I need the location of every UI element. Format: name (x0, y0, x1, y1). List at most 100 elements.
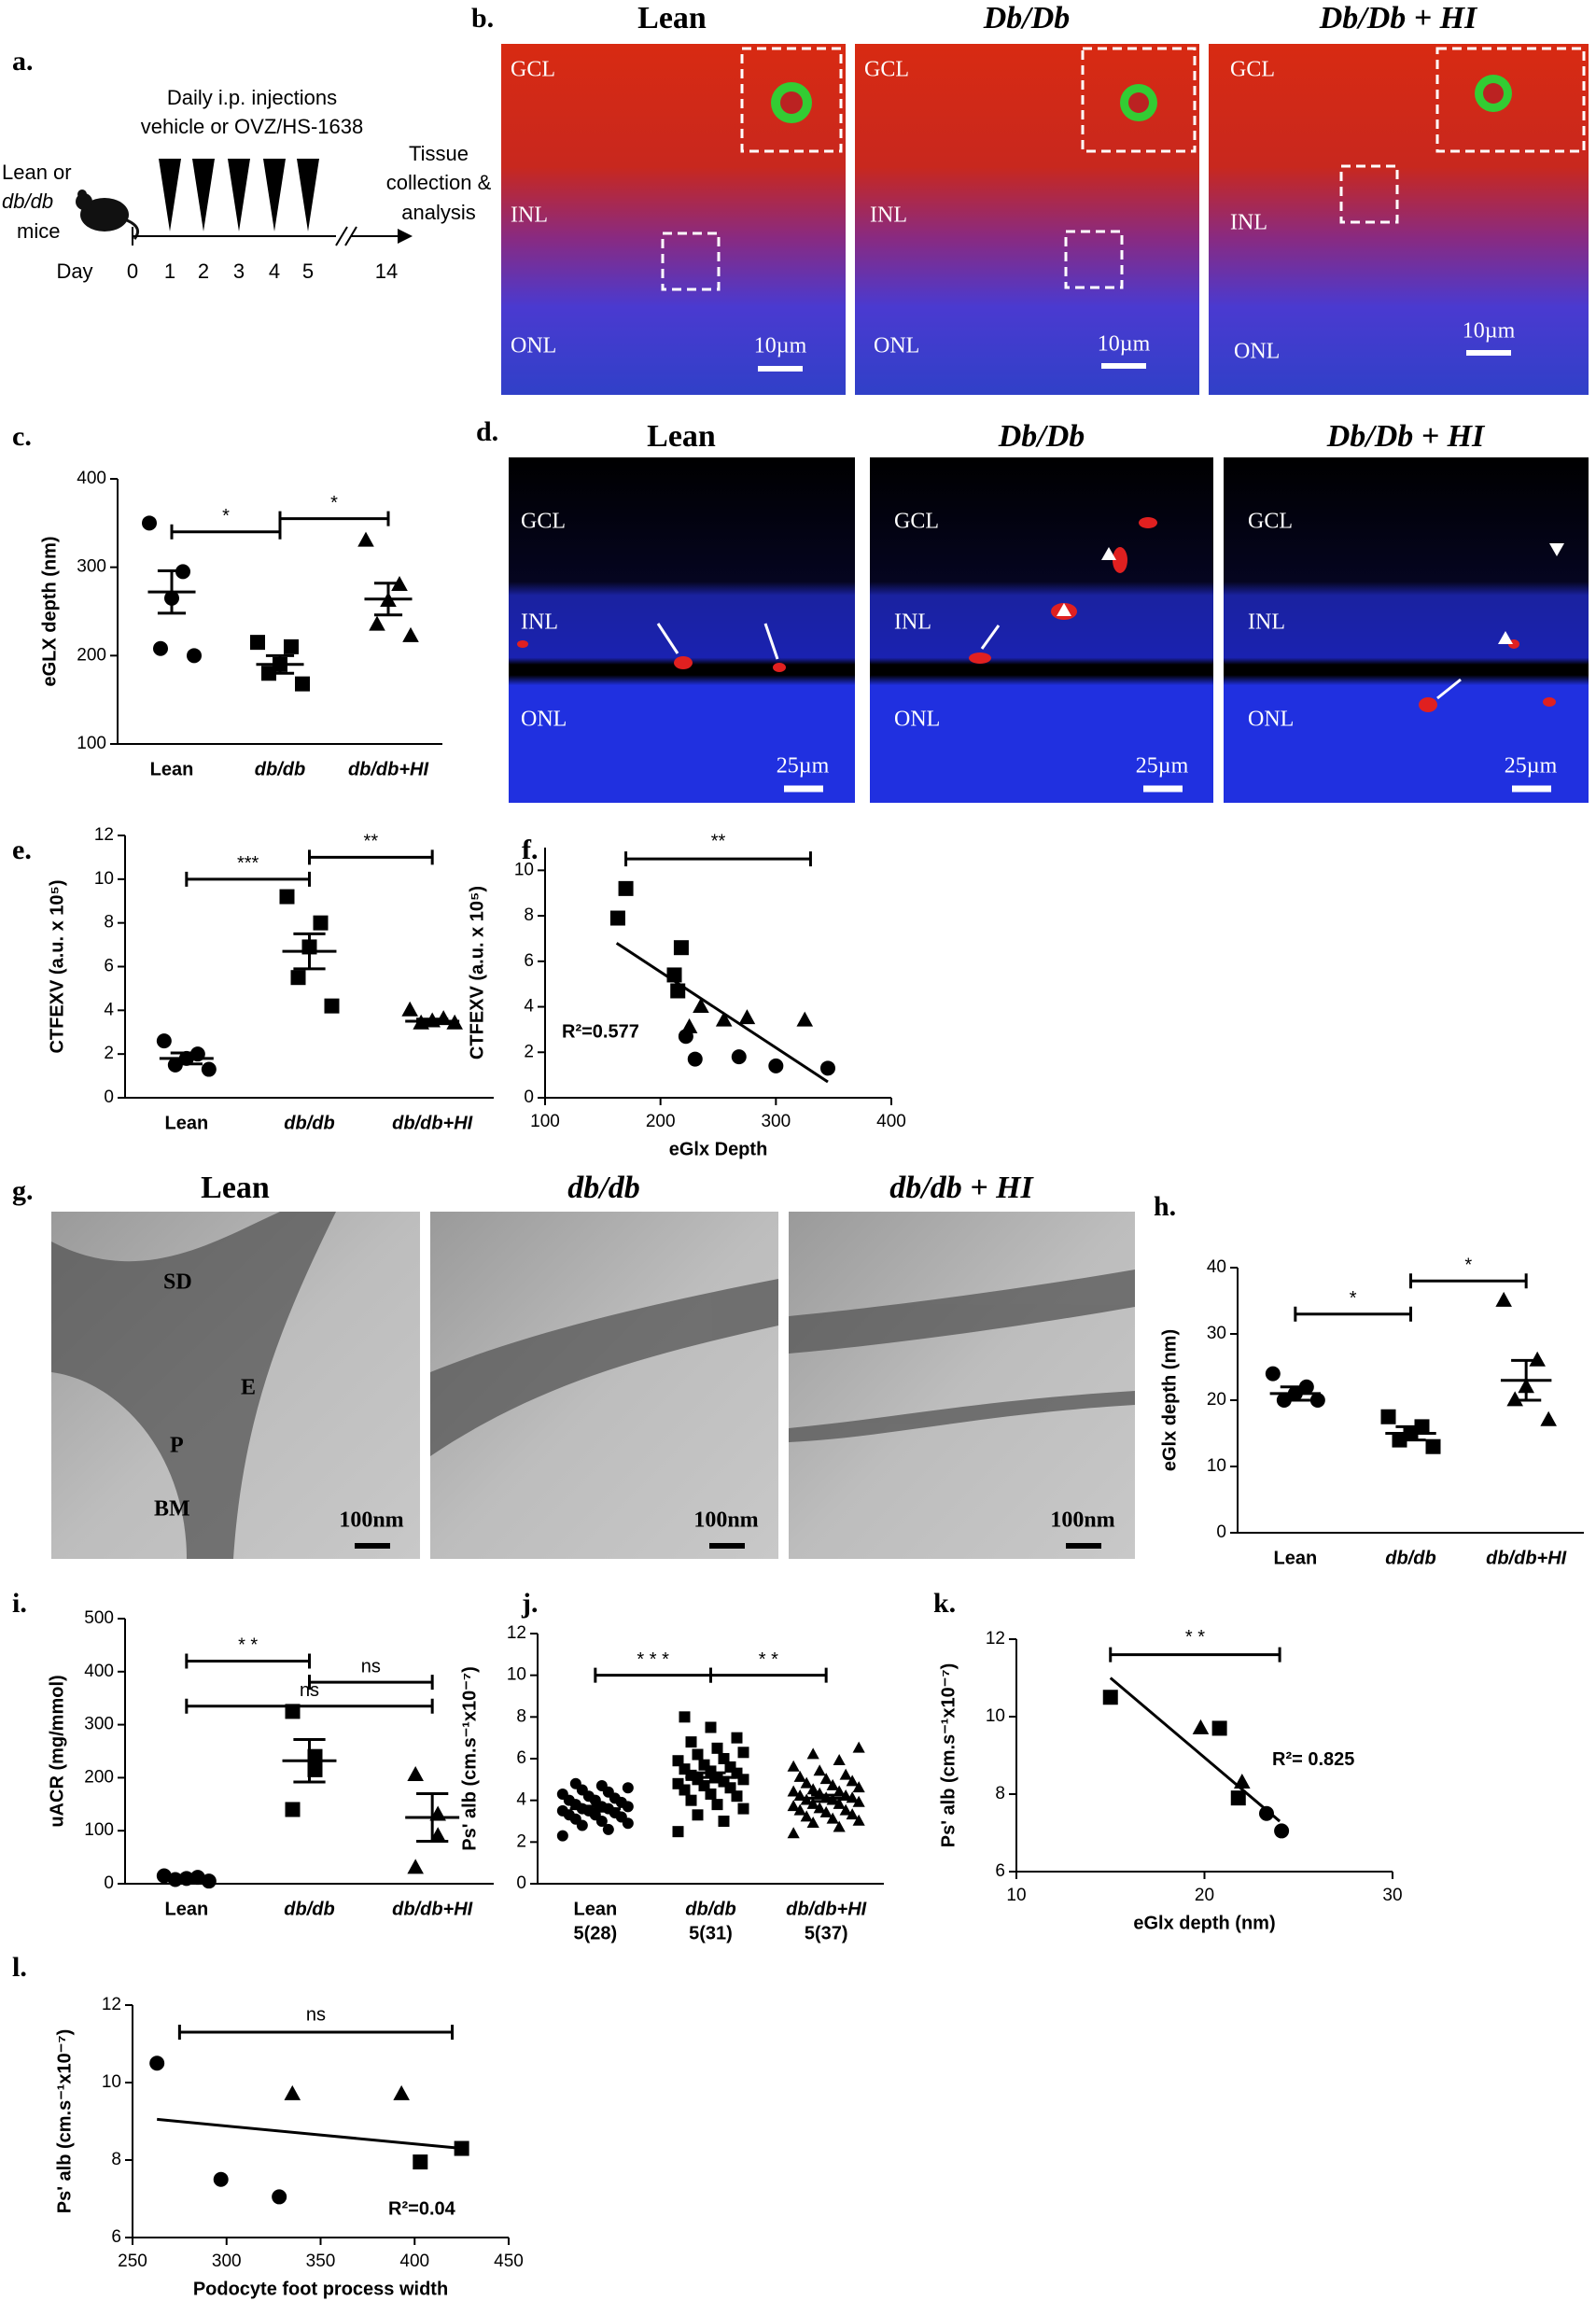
x-tick-label: 20 (1195, 1886, 1214, 1905)
sem-bar (695, 1771, 726, 1784)
point (556, 1788, 568, 1800)
significance-label: * * (1185, 1627, 1205, 1648)
x-tick-label: 10 (1006, 1886, 1026, 1905)
point (324, 998, 340, 1014)
timeline-arrow (398, 229, 413, 244)
y-tick-label: 8 (111, 2150, 121, 2169)
micrograph (1224, 457, 1589, 803)
x-tick-label: db/db+HI (1486, 1548, 1567, 1568)
point (800, 1776, 813, 1789)
point (393, 2084, 410, 2100)
scale-label: 100nm (339, 1508, 403, 1533)
x-tick-label: 400 (876, 1112, 906, 1131)
timeline (132, 226, 398, 246)
y-tick-label: 10 (94, 869, 114, 889)
point (429, 1827, 446, 1843)
point (687, 1051, 703, 1067)
y-tick-label: 12 (102, 1995, 121, 2014)
x-axis-label: eGlx Depth (669, 1139, 768, 1159)
point (618, 880, 634, 896)
point (672, 1826, 684, 1838)
point (813, 1764, 826, 1776)
scale-label: 100nm (1050, 1508, 1114, 1533)
panel-letter: a. (12, 46, 34, 77)
sem-bar (265, 653, 295, 675)
y-tick-label: 8 (995, 1784, 1005, 1803)
point (806, 1817, 819, 1829)
point (692, 1809, 704, 1821)
point (705, 1721, 717, 1733)
point (187, 648, 202, 664)
outcome-label: collection & (386, 171, 492, 194)
point (693, 997, 709, 1013)
significance-bracket (185, 1698, 434, 1714)
point (787, 1785, 800, 1797)
y-tick-label: 400 (84, 1662, 114, 1681)
point (680, 1017, 698, 1033)
significance-bracket (594, 1667, 712, 1683)
significance-bracket (308, 849, 434, 865)
point (313, 915, 329, 931)
mouse-icon (76, 189, 140, 240)
layer-label: GCL (1248, 510, 1293, 534)
point (201, 1873, 217, 1889)
image-title: Db/Db (983, 1, 1071, 35)
y-tick-label: 300 (77, 557, 106, 577)
point (737, 1803, 749, 1815)
scale-label: 25µm (1136, 754, 1189, 779)
panel-letter: e. (12, 835, 32, 865)
layer-label: INL (870, 203, 907, 228)
micrograph (870, 457, 1213, 803)
point (569, 1777, 581, 1789)
sem-bar (416, 1017, 449, 1025)
scale-label: 10µm (1098, 332, 1151, 357)
significance-bracket (624, 851, 812, 867)
x-tick-label: db/db (685, 1899, 735, 1919)
structure-label: BM (154, 1497, 190, 1522)
y-axis-label: CTFEXV (a.u. x 10⁵) (47, 879, 67, 1053)
arrowheads (1057, 543, 1564, 644)
layer-label: ONL (1234, 340, 1280, 364)
point (279, 889, 295, 905)
treatment-label: vehicle or OVZ/HS-1638 (141, 115, 363, 138)
point (285, 1802, 301, 1817)
point (731, 1732, 743, 1744)
point (819, 1060, 835, 1076)
image-title: Lean (637, 1, 707, 35)
x-axis-label: eGlx depth (nm) (1133, 1913, 1275, 1933)
group-label: Lean or (2, 161, 72, 184)
structure-label: E (241, 1376, 256, 1400)
inset-cells (780, 83, 1504, 114)
point (1192, 1719, 1210, 1734)
significance-bracket (1294, 1306, 1412, 1322)
point (806, 1797, 819, 1809)
y-tick-label: 10 (507, 1665, 526, 1685)
x-tick-label: Lean (150, 759, 194, 779)
panel-letter: h. (1154, 1191, 1176, 1222)
structure-label: SD (163, 1270, 192, 1295)
x-tick-label: 350 (306, 2252, 336, 2271)
scale-bars (758, 350, 1511, 372)
point (819, 1773, 833, 1785)
point (357, 531, 374, 547)
point (839, 1768, 852, 1780)
point (402, 626, 419, 642)
point (711, 1742, 723, 1754)
sem-bar (293, 1738, 326, 1784)
panel-letter: f. (522, 835, 539, 865)
point (685, 1736, 697, 1748)
day-tick: 0 (127, 260, 138, 283)
point (793, 1803, 806, 1816)
point (1274, 1823, 1290, 1839)
point (673, 940, 689, 956)
y-tick-label: 0 (104, 1873, 114, 1893)
y-axis-label: CTFEXV (a.u. x 10⁵) (467, 886, 487, 1059)
layer-label: INL (1248, 610, 1285, 635)
significance-label: ns (361, 1656, 381, 1677)
scale-label: 25µm (777, 754, 830, 779)
significance-bracket (709, 1667, 828, 1683)
point (738, 1009, 756, 1025)
y-tick-label: 200 (77, 645, 106, 665)
panel-letter: k. (933, 1588, 956, 1619)
panel-letter: l. (12, 1952, 27, 1983)
